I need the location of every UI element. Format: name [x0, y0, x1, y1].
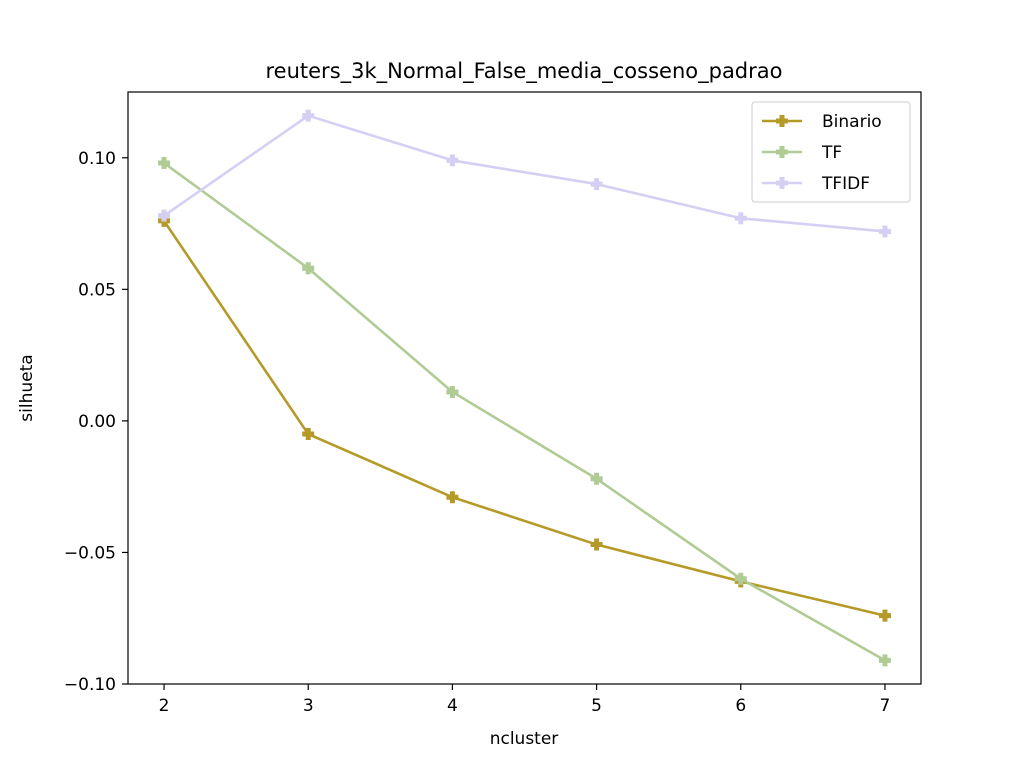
- series-line: [162, 220, 886, 617]
- y-tick-label: 0.05: [78, 280, 116, 300]
- x-axis-label: ncluster: [490, 729, 559, 749]
- data-point: [302, 109, 315, 122]
- x-tick-label: 2: [159, 696, 170, 716]
- legend-label: TF: [821, 143, 842, 163]
- y-tick-label: −0.05: [64, 543, 116, 563]
- data-point: [734, 572, 747, 585]
- y-tick-label: 0.10: [78, 149, 116, 169]
- data-point: [590, 178, 603, 191]
- data-point: [590, 472, 603, 485]
- legend-label: TFIDF: [821, 174, 870, 194]
- x-tick-label: 7: [880, 696, 891, 716]
- data-point: [446, 385, 459, 398]
- series-binario: [158, 214, 891, 622]
- legend-box: [751, 101, 911, 203]
- legend-item-tfidf: TFIDF: [762, 174, 870, 194]
- series-line: [163, 114, 886, 233]
- data-point: [878, 225, 891, 238]
- legend-marker: [776, 177, 788, 189]
- legend-marker: [776, 146, 788, 158]
- x-tick-label: 5: [591, 696, 602, 716]
- y-tick-label: −0.10: [64, 675, 116, 695]
- series-layer: [158, 109, 891, 667]
- data-point: [302, 428, 315, 441]
- y-axis-label: silhueta: [17, 354, 37, 421]
- data-point: [302, 262, 315, 275]
- data-point: [734, 212, 747, 225]
- series-tfidf: [158, 109, 891, 238]
- data-point: [446, 154, 459, 167]
- data-point: [446, 491, 459, 504]
- data-point: [590, 538, 603, 551]
- data-point: [158, 209, 171, 222]
- legend-item-binario: Binario: [762, 112, 882, 132]
- legend-item-tf: TF: [762, 143, 842, 163]
- chart-title: reuters_3k_Normal_False_media_cosseno_pa…: [266, 59, 783, 84]
- x-tick-label: 4: [447, 696, 458, 716]
- y-tick-label: 0.00: [78, 412, 116, 432]
- plot-frame: [127, 91, 922, 685]
- axes: 2 3 4 5 6 7 0.10 0.05 0.00 −0.05 −0.10: [64, 149, 890, 716]
- data-point: [158, 157, 171, 170]
- data-point: [878, 654, 891, 667]
- data-point: [878, 609, 891, 622]
- series-tf: [158, 157, 891, 667]
- legend: Binario TF TFIDF: [751, 101, 911, 203]
- legend-label: Binario: [822, 112, 882, 132]
- x-tick-label: 3: [303, 696, 314, 716]
- legend-marker: [776, 115, 788, 127]
- series-line: [163, 161, 886, 662]
- x-tick-label: 6: [735, 696, 746, 716]
